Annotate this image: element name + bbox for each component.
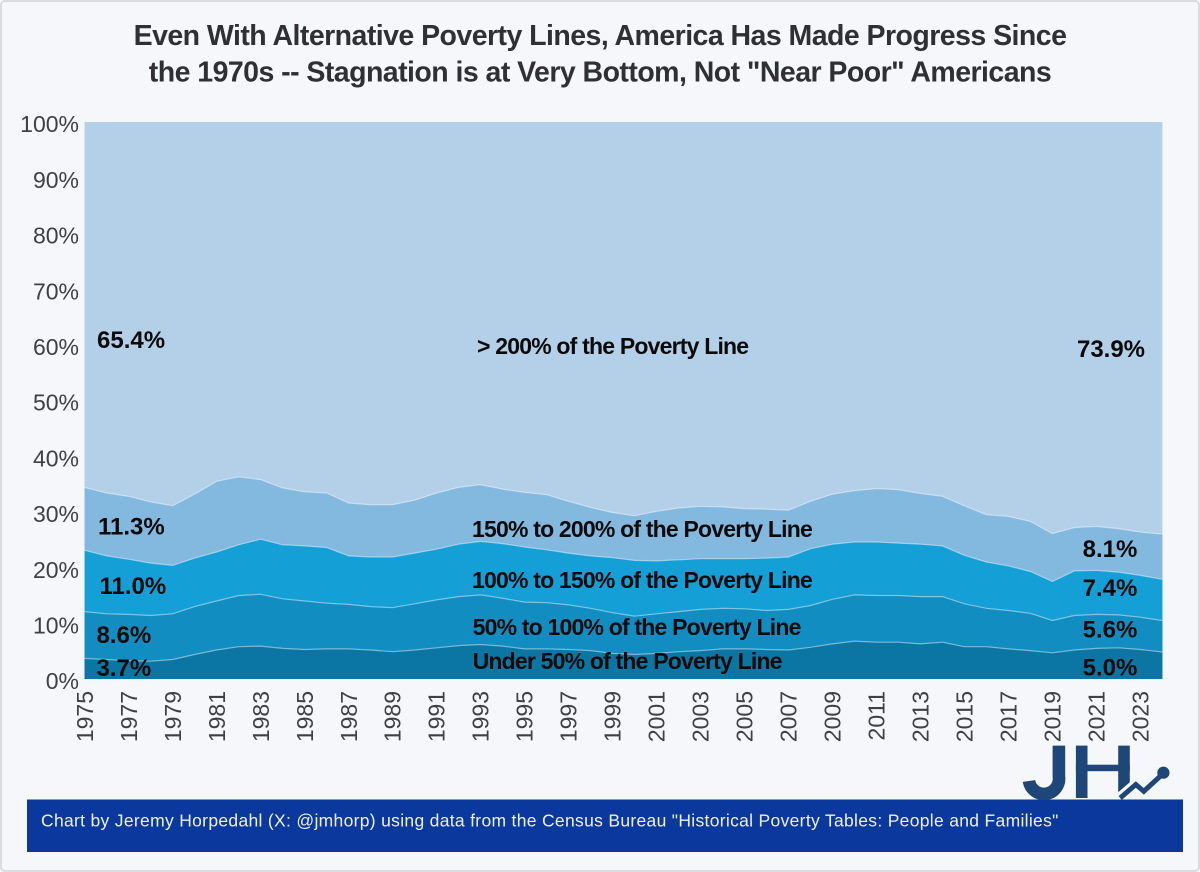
- svg-text:1993: 1993: [468, 691, 494, 742]
- svg-text:1989: 1989: [380, 691, 406, 742]
- svg-text:7.4%: 7.4%: [1083, 575, 1138, 602]
- svg-text:150% to 200% of the Poverty Li: 150% to 200% of the Poverty Line: [472, 516, 812, 542]
- svg-text:70%: 70%: [33, 278, 79, 304]
- svg-text:2015: 2015: [952, 691, 978, 742]
- svg-text:11.0%: 11.0%: [100, 573, 167, 600]
- svg-text:8.1%: 8.1%: [1083, 536, 1138, 563]
- svg-text:50%: 50%: [33, 390, 79, 416]
- svg-text:0%: 0%: [46, 668, 79, 694]
- svg-text:1999: 1999: [600, 691, 626, 742]
- svg-text:20%: 20%: [33, 557, 79, 583]
- svg-text:> 200% of the Poverty Line: > 200% of the Poverty Line: [477, 333, 748, 359]
- svg-text:2023: 2023: [1128, 691, 1154, 742]
- svg-text:Chart by Jeremy Horpedahl (X:: Chart by Jeremy Horpedahl (X: @jmhorp) u…: [41, 811, 1059, 831]
- svg-text:2019: 2019: [1040, 691, 1066, 742]
- svg-text:50% to 100% of the Poverty Lin: 50% to 100% of the Poverty Line: [473, 614, 801, 640]
- svg-text:2007: 2007: [776, 691, 802, 742]
- svg-text:8.6%: 8.6%: [97, 622, 152, 649]
- svg-text:1997: 1997: [556, 691, 582, 742]
- svg-text:100% to 150% of the Poverty Li: 100% to 150% of the Poverty Line: [472, 567, 812, 593]
- svg-text:1985: 1985: [292, 691, 318, 742]
- svg-text:10%: 10%: [33, 613, 79, 639]
- svg-text:1977: 1977: [116, 691, 142, 742]
- svg-text:30%: 30%: [33, 501, 79, 527]
- svg-text:2001: 2001: [644, 691, 670, 742]
- svg-text:90%: 90%: [33, 167, 79, 193]
- svg-text:1983: 1983: [248, 691, 274, 742]
- svg-text:2009: 2009: [820, 691, 846, 742]
- svg-text:1981: 1981: [204, 691, 230, 742]
- svg-text:Under 50% of the Poverty Line: Under 50% of the Poverty Line: [473, 648, 782, 674]
- svg-text:100%: 100%: [20, 111, 79, 137]
- svg-text:3.7%: 3.7%: [97, 655, 152, 682]
- svg-text:11.3%: 11.3%: [98, 514, 165, 541]
- svg-text:40%: 40%: [33, 445, 79, 471]
- svg-text:1987: 1987: [336, 691, 362, 742]
- svg-text:65.4%: 65.4%: [97, 327, 165, 354]
- svg-text:2003: 2003: [688, 691, 714, 742]
- svg-text:Even With Alternative Poverty: Even With Alternative Poverty Lines, Ame…: [134, 20, 1067, 52]
- svg-text:2021: 2021: [1084, 691, 1110, 742]
- svg-text:2017: 2017: [996, 691, 1022, 742]
- svg-text:2011: 2011: [864, 691, 890, 740]
- svg-text:1975: 1975: [72, 691, 98, 742]
- svg-text:1979: 1979: [160, 691, 186, 742]
- svg-text:80%: 80%: [33, 223, 79, 249]
- svg-text:60%: 60%: [33, 334, 79, 360]
- svg-text:2013: 2013: [908, 691, 934, 742]
- svg-text:1995: 1995: [512, 691, 538, 742]
- svg-text:5.0%: 5.0%: [1083, 654, 1138, 681]
- svg-text:5.6%: 5.6%: [1083, 617, 1138, 644]
- svg-text:2005: 2005: [732, 691, 758, 742]
- svg-text:the 1970s -- Stagnation is at: the 1970s -- Stagnation is at Very Botto…: [149, 56, 1051, 88]
- svg-text:1991: 1991: [424, 691, 450, 742]
- svg-text:73.9%: 73.9%: [1077, 336, 1145, 363]
